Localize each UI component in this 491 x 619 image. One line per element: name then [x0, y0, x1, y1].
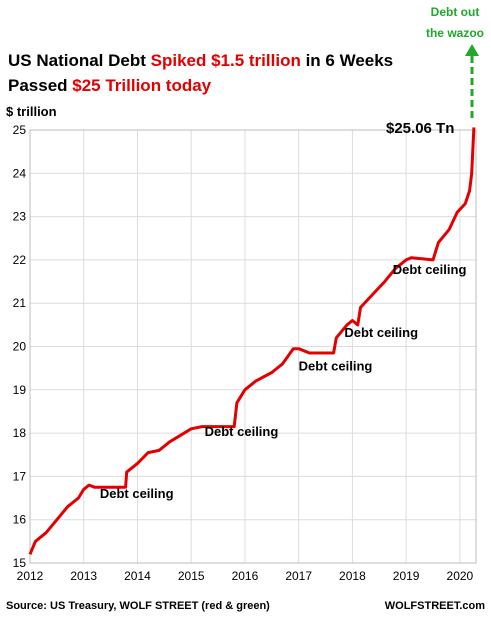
chart-title-line2: Passed $25 Trillion today	[8, 76, 212, 95]
x-tick-label-2014: 2014	[124, 569, 151, 583]
x-tick-label-2015: 2015	[178, 569, 205, 583]
annotation-debt-ceiling-1: Debt ceiling	[100, 486, 174, 501]
x-axis-ticks: 2012 2013 2014 2015 2016 2017 2018 2019 2020	[17, 569, 474, 583]
title-line1-segment-1: Spiked $1.5 trillion	[151, 51, 301, 70]
annotation-debt-ceiling-3: Debt ceiling	[299, 358, 373, 373]
x-tick-label-2017: 2017	[285, 569, 312, 583]
annotations: Debt ceiling Debt ceiling Debt ceiling Debt…	[100, 262, 467, 501]
spike-label-line2: the wazoo	[426, 26, 484, 40]
y-axis-ticks: 15 16 17 18 19 20 21 22 23 24 25	[13, 123, 27, 570]
x-tick-label-2013: 2013	[70, 569, 97, 583]
chart-title-line1: US National Debt Spiked $1.5 trillion in…	[8, 51, 393, 70]
spike-annotation: Debt out the wazoo	[426, 5, 484, 118]
series-line-national-debt	[28, 127, 476, 555]
brand-label: WOLFSTREET.com	[385, 600, 485, 612]
y-tick-label-19: 19	[13, 383, 27, 397]
y-tick-label-23: 23	[13, 210, 27, 224]
x-tick-label-2019: 2019	[393, 569, 420, 583]
title-line2-segment-1: $25 Trillion today	[72, 76, 211, 95]
x-tick-label-2020: 2020	[447, 569, 474, 583]
grid-lines	[29, 129, 476, 564]
y-tick-label-16: 16	[13, 513, 27, 527]
y-tick-label-25: 25	[13, 123, 27, 137]
annotation-debt-ceiling-5: Debt ceiling	[393, 262, 467, 277]
annotation-debt-ceiling-2: Debt ceiling	[205, 424, 279, 439]
y-tick-label-24: 24	[13, 166, 27, 180]
y-tick-label-21: 21	[13, 296, 27, 310]
plot-frame	[29, 129, 477, 564]
source-note: Source: US Treasury, WOLF STREET (red & …	[6, 600, 270, 612]
y-tick-label-18: 18	[13, 426, 27, 440]
title-line1-segment-2: in 6 Weeks	[301, 51, 393, 70]
y-tick-label-17: 17	[13, 469, 27, 483]
y-tick-label-15: 15	[13, 556, 27, 570]
value-label: $25.06 Tn	[386, 120, 454, 137]
y-axis-label: $ trillion	[6, 104, 57, 119]
y-tick-label-22: 22	[13, 253, 27, 267]
y-tick-label-20: 20	[13, 340, 27, 354]
spike-label-line1: Debt out	[431, 5, 480, 19]
title-line2-segment-0: Passed	[8, 76, 72, 95]
title-line1-segment-0: US National Debt	[8, 51, 151, 70]
x-tick-label-2016: 2016	[232, 569, 259, 583]
spike-arrow-head	[465, 44, 479, 56]
x-tick-label-2018: 2018	[339, 569, 366, 583]
annotation-debt-ceiling-4: Debt ceiling	[344, 325, 418, 340]
x-tick-label-2012: 2012	[17, 569, 44, 583]
